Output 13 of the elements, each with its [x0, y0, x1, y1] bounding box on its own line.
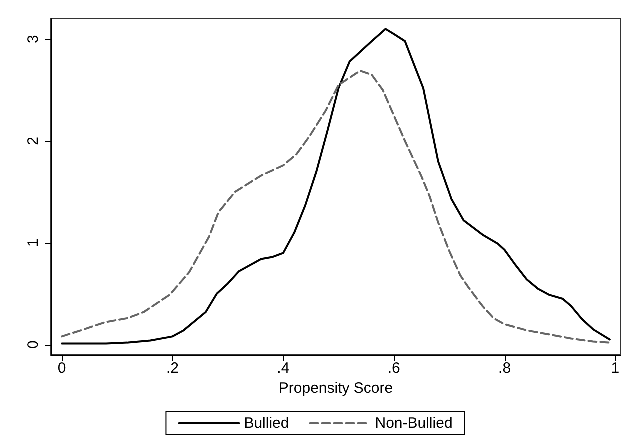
x-axis-title: Propensity Score [278, 380, 394, 397]
x-tick-label: .8 [498, 360, 512, 377]
x-tick-label: 1 [611, 360, 620, 377]
x-tick-label: .4 [277, 360, 290, 377]
x-tick-label: 0 [58, 360, 66, 377]
x-tick-label: .2 [166, 360, 180, 377]
y-tick-label: 1 [25, 238, 42, 248]
y-tick-label: 2 [25, 137, 42, 146]
legend-label: Non-Bullied [375, 415, 453, 432]
y-tick-label: 3 [25, 35, 42, 44]
x-tick-label: .6 [388, 360, 400, 377]
legend-label: Bullied [244, 415, 290, 432]
y-tick-label: 0 [25, 340, 42, 349]
